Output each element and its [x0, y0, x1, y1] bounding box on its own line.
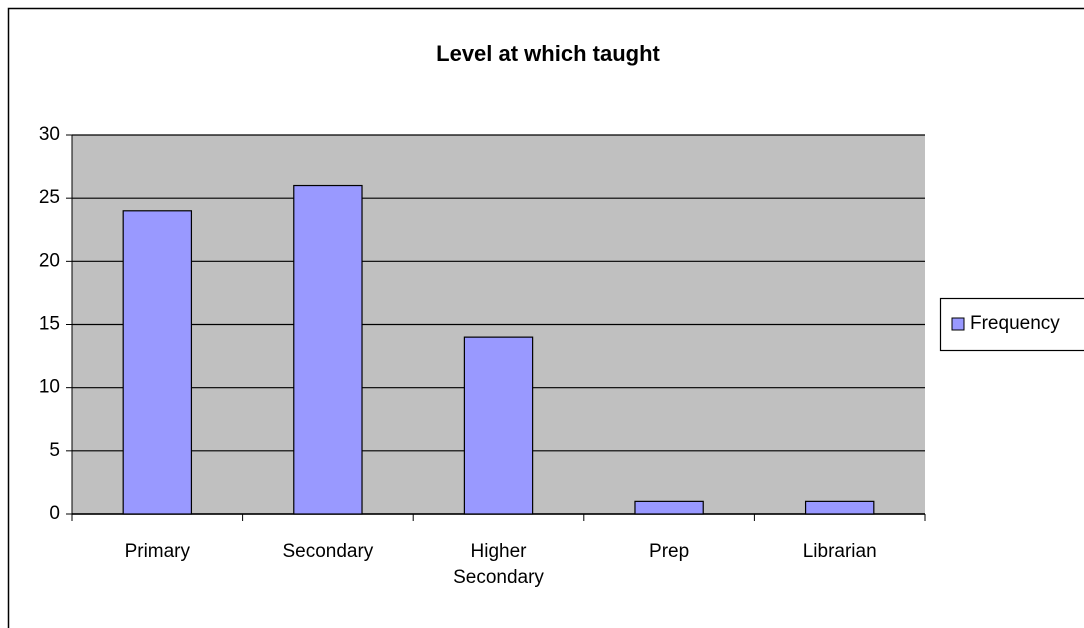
- y-tick-label: 20: [39, 250, 60, 271]
- y-tick-label: 15: [39, 314, 60, 335]
- bar: [463, 336, 534, 515]
- bar: [804, 500, 875, 515]
- x-tick-label: Librarian: [802, 541, 877, 562]
- x-tick-label: Primary: [124, 541, 191, 562]
- bar: [122, 210, 193, 515]
- y-tick-label: 30: [39, 124, 60, 145]
- x-tick-label: Secondary: [282, 541, 374, 562]
- bar: [634, 500, 704, 515]
- y-tick-label: 5: [49, 440, 60, 461]
- x-tick-label: Higher Secondary: [453, 541, 544, 588]
- chart-title: Level at which taught: [436, 41, 660, 66]
- bar: [293, 184, 363, 515]
- legend-label: Frequency: [970, 313, 1060, 334]
- legend-swatch: [951, 317, 965, 331]
- x-tick-label: Prep: [649, 541, 690, 562]
- y-tick-label: 10: [39, 377, 60, 398]
- y-tick-label: 25: [39, 187, 60, 208]
- y-tick-label: 0: [49, 503, 60, 524]
